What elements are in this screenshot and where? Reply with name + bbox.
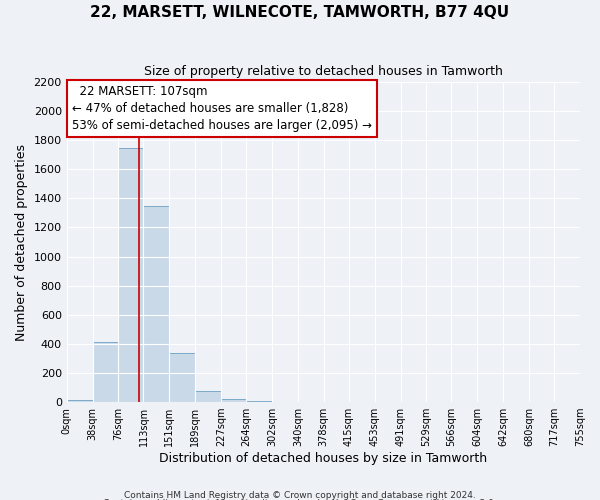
Text: 22, MARSETT, WILNECOTE, TAMWORTH, B77 4QU: 22, MARSETT, WILNECOTE, TAMWORTH, B77 4Q… — [91, 5, 509, 20]
Title: Size of property relative to detached houses in Tamworth: Size of property relative to detached ho… — [144, 65, 503, 78]
Bar — [221, 399, 246, 402]
X-axis label: Distribution of detached houses by size in Tamworth: Distribution of detached houses by size … — [159, 452, 487, 465]
Bar — [169, 352, 195, 402]
Bar — [67, 400, 92, 402]
Bar — [118, 148, 143, 402]
Bar — [143, 206, 169, 402]
Text: Contains HM Land Registry data © Crown copyright and database right 2024.: Contains HM Land Registry data © Crown c… — [124, 490, 476, 500]
Bar — [92, 342, 118, 402]
Text: 22 MARSETT: 107sqm
← 47% of detached houses are smaller (1,828)
53% of semi-deta: 22 MARSETT: 107sqm ← 47% of detached hou… — [72, 85, 372, 132]
Bar — [195, 391, 221, 402]
Y-axis label: Number of detached properties: Number of detached properties — [15, 144, 28, 340]
